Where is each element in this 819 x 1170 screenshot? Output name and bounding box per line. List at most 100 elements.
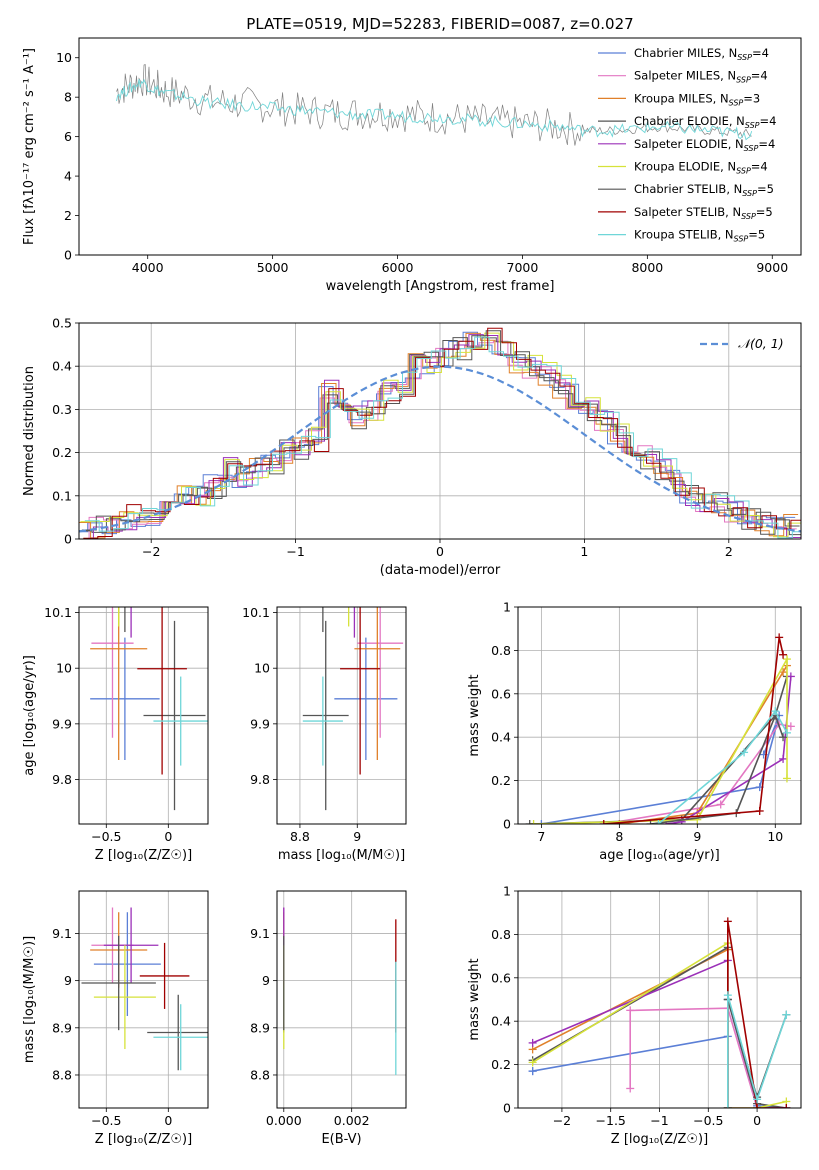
x-tick-label: −0.5: [91, 829, 121, 844]
y-axis-label: mass weight: [467, 674, 482, 756]
x-tick-label: 0: [436, 544, 444, 559]
plus-marker: [779, 754, 788, 763]
x-tick-label: 0.002: [334, 1113, 370, 1128]
plus-marker: [786, 672, 795, 681]
errorbar-point: [93, 912, 161, 1017]
legend: Chabrier MILES, NSSP=4 Salpeter MILES, NS…: [598, 46, 776, 244]
y-tick-label: 0: [503, 1101, 511, 1116]
x-tick-label: 8000: [631, 260, 663, 275]
y-tick-label: 0.6: [491, 686, 511, 701]
y-tick-label: 0.6: [491, 970, 511, 985]
y-tick-label: 8.8: [52, 1067, 72, 1082]
weight-line: [727, 994, 788, 1108]
errorbar-point: [143, 620, 206, 811]
errorbar-point: [93, 945, 156, 1050]
histogram-step: [80, 332, 801, 538]
errorbar-point: [357, 607, 404, 738]
errorbar-point: [302, 676, 343, 766]
plot-area: [79, 327, 801, 539]
weight-line: [533, 656, 788, 824]
y-tick-label: 2: [64, 208, 72, 223]
plus-marker: [723, 917, 732, 926]
axes-frame: [78, 37, 802, 256]
x-tick-label: 8: [615, 829, 623, 844]
x-tick-label: −2: [142, 544, 160, 559]
errorbar-point: [90, 607, 148, 761]
plus-marker: [654, 820, 663, 824]
legend-entry: Salpeter ELODIE, NSSP=4: [634, 137, 775, 153]
x-tick-label: 0: [164, 1113, 172, 1128]
plus-marker: [775, 633, 784, 642]
weight-line: [532, 941, 787, 1108]
y-axis-label: Normed distribution: [22, 366, 37, 496]
plus-marker: [525, 820, 534, 824]
errorbar-point: [139, 942, 190, 1009]
errorbar-point: [118, 607, 120, 627]
errorbar-point: [81, 935, 156, 1031]
x-tick-label: −2: [553, 1113, 571, 1128]
histogram-step: [83, 327, 801, 539]
y-tick-label: 0.8: [491, 643, 511, 658]
weight-line: [650, 713, 784, 824]
errorbar-point: [137, 607, 187, 775]
errorbar-point: [153, 676, 208, 766]
errorbar-point: [322, 607, 324, 633]
panel-mass-age: 8.8 9 9.8 9.9 10 10.1 mass [log₁₀(M/M☉)]: [242, 605, 407, 863]
y-tick-label: 8.9: [52, 1020, 72, 1035]
y-tick-label: 8: [64, 90, 72, 105]
x-axis-label: Z [log₁₀(Z/Z☉)]: [95, 848, 192, 863]
plus-marker: [528, 1058, 537, 1067]
x-tick-label: −1.5: [596, 1113, 626, 1128]
x-tick-label: −0.5: [91, 1113, 121, 1128]
weight-line: [532, 959, 787, 1108]
x-axis-label: (data-model)/error: [380, 563, 501, 578]
legend-entry: Kroupa MILES, NSSP=3: [634, 91, 760, 107]
y-tick-label: 9: [262, 973, 270, 988]
x-tick-label: 10: [767, 829, 783, 844]
plus-marker: [528, 1038, 537, 1047]
y-tick-label: 8.9: [250, 1020, 270, 1035]
errorbar-point: [130, 607, 132, 638]
plus-marker: [646, 820, 655, 824]
x-axis-label: age [log₁₀(age/yr)]: [599, 848, 720, 863]
plot-area: [116, 63, 753, 146]
y-tick-label: 6: [64, 129, 72, 144]
weight-line: [529, 676, 788, 824]
plus-marker: [782, 1010, 791, 1019]
plus-marker: [723, 991, 732, 1000]
x-tick-label: 5000: [257, 260, 289, 275]
legend: 𝒩(0, 1): [700, 336, 784, 351]
y-tick-label: 0.2: [491, 773, 511, 788]
panel-ebv-mass: 0.000 0.002 8.8 8.9 9 9.1 E(B-V): [250, 890, 407, 1147]
plus-marker: [529, 820, 538, 824]
axes-frame: [517, 890, 802, 1109]
plus-marker: [755, 806, 764, 815]
y-tick-label: 9.8: [250, 772, 270, 787]
y-tick-label: 0.4: [491, 1014, 511, 1029]
y-tick-label: 0.2: [52, 445, 72, 460]
plot-area: [81, 907, 208, 1071]
y-tick-label: 1: [503, 884, 511, 899]
y-tick-label: 10: [56, 50, 72, 65]
panel-spectrum: 4000 5000 6000 7000 8000 9000 0 2 4 6 8 10 wavelengt…: [22, 37, 802, 294]
x-tick-label: 7000: [507, 260, 539, 275]
plus-marker: [626, 1084, 635, 1093]
x-tick-label: −1: [286, 544, 304, 559]
weight-line: [619, 665, 788, 824]
plus-marker: [599, 820, 608, 824]
plus-marker: [537, 820, 546, 824]
legend-entry: Chabrier ELODIE, NSSP=4: [634, 114, 776, 130]
plot-area: [525, 633, 795, 824]
weight-line: [603, 723, 792, 824]
x-tick-label: 2: [725, 544, 733, 559]
axes-frame: [517, 606, 802, 825]
y-tick-label: 9.9: [52, 716, 72, 731]
x-tick-label: 0.000: [266, 1113, 302, 1128]
y-tick-label: 0.4: [491, 730, 511, 745]
plus-marker: [740, 748, 749, 757]
x-axis-label: mass [log₁₀(M/M☉)]: [278, 848, 405, 863]
x-tick-label: 1: [580, 544, 588, 559]
plot-area: [302, 607, 404, 811]
plus-marker: [771, 707, 780, 716]
